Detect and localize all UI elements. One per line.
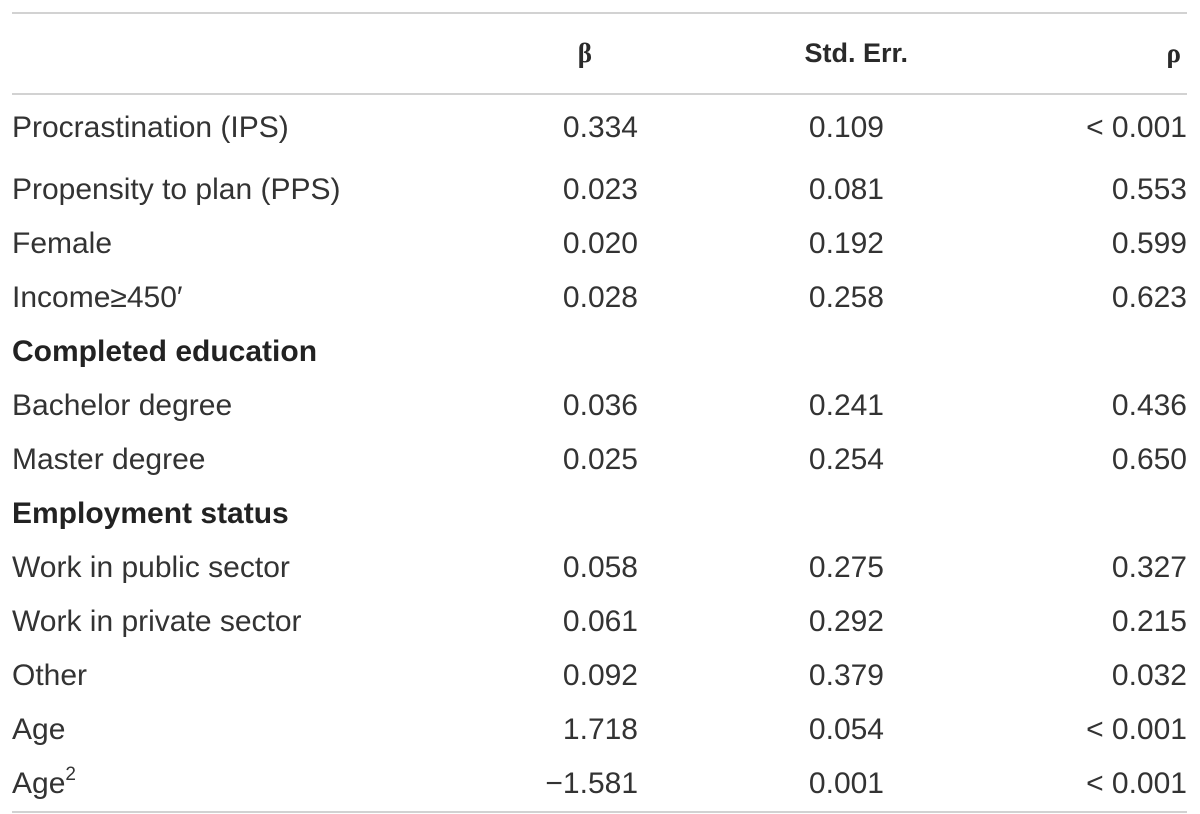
p-value: 0.436	[1111, 389, 1187, 422]
std-err-value: 0.001	[808, 767, 884, 800]
std-err-value: 0.258	[808, 281, 884, 314]
table-body: Procrastination (IPS) 0.334 0.109 < 0.00…	[12, 93, 1187, 811]
beta-value: 0.020	[562, 227, 638, 260]
table-row: Procrastination (IPS) 0.334 0.109 < 0.00…	[12, 93, 1187, 163]
p-value: 0.327	[1111, 551, 1187, 584]
header-label-column	[12, 14, 498, 93]
std-err-value: 0.379	[808, 659, 884, 692]
row-label: Female	[12, 227, 113, 260]
table-row: Work in public sector 0.058 0.275 0.327	[12, 541, 1187, 595]
table-row: Female 0.020 0.192 0.599	[12, 217, 1187, 271]
beta-value: 1.718	[562, 713, 638, 746]
p-value: 0.623	[1111, 281, 1187, 314]
std-err-value: 0.275	[808, 551, 884, 584]
beta-value: 0.334	[562, 111, 638, 144]
std-err-value: 0.109	[808, 111, 884, 144]
row-label: Work in private sector	[12, 605, 302, 638]
table-bottom-rule	[12, 811, 1187, 813]
beta-value: 0.092	[562, 659, 638, 692]
table-row: Work in private sector 0.061 0.292 0.215	[12, 595, 1187, 649]
row-label-with-superscript: Age2	[12, 757, 498, 811]
p-value: 0.650	[1111, 443, 1187, 476]
section-row-employment-status: Employment status	[12, 487, 1187, 541]
beta-value: 0.058	[562, 551, 638, 584]
p-value: 0.215	[1111, 605, 1187, 638]
row-label: Age	[12, 767, 66, 800]
row-label: Age	[12, 713, 66, 746]
table-row: Age2 −1.581 0.001 < 0.001	[12, 757, 1187, 811]
p-value: < 0.001	[1086, 713, 1187, 746]
section-heading: Employment status	[12, 497, 289, 530]
beta-value: 0.025	[562, 443, 638, 476]
section-heading: Completed education	[12, 335, 318, 368]
row-label: Other	[12, 659, 88, 692]
regression-table: β Std. Err. ρ Procrastination (IPS) 0.33…	[12, 14, 1187, 811]
row-label: Bachelor degree	[12, 389, 233, 422]
row-label: Procrastination (IPS)	[12, 111, 289, 144]
table-top-rule	[12, 12, 1187, 14]
p-value: < 0.001	[1086, 767, 1187, 800]
beta-value: 0.036	[562, 389, 638, 422]
table-header: β Std. Err. ρ	[12, 14, 1187, 93]
std-err-value: 0.241	[808, 389, 884, 422]
beta-value: −1.581	[545, 767, 638, 800]
superscript: 2	[65, 764, 76, 785]
p-value: 0.032	[1111, 659, 1187, 692]
std-err-value: 0.054	[808, 713, 884, 746]
header-p-value: ρ	[1166, 38, 1181, 68]
row-label: Income≥450′	[12, 281, 183, 314]
beta-value: 0.028	[562, 281, 638, 314]
section-row-completed-education: Completed education	[12, 325, 1187, 379]
row-label: Master degree	[12, 443, 206, 476]
table-row: Bachelor degree 0.036 0.241 0.436	[12, 379, 1187, 433]
beta-value: 0.023	[562, 173, 638, 206]
header-std-err: Std. Err.	[804, 38, 908, 68]
p-value: < 0.001	[1086, 111, 1187, 144]
table-row: Propensity to plan (PPS) 0.023 0.081 0.5…	[12, 163, 1187, 217]
p-value: 0.553	[1111, 173, 1187, 206]
table-header-rule	[12, 93, 1187, 95]
std-err-value: 0.292	[808, 605, 884, 638]
std-err-value: 0.192	[808, 227, 884, 260]
table-row: Master degree 0.025 0.254 0.650	[12, 433, 1187, 487]
header-beta: β	[577, 38, 592, 68]
table-row: Income≥450′ 0.028 0.258 0.623	[12, 271, 1187, 325]
beta-value: 0.061	[562, 605, 638, 638]
row-label: Propensity to plan (PPS)	[12, 173, 341, 206]
std-err-value: 0.254	[808, 443, 884, 476]
std-err-value: 0.081	[808, 173, 884, 206]
header-row: β Std. Err. ρ	[12, 14, 1187, 93]
p-value: 0.599	[1111, 227, 1187, 260]
row-label: Work in public sector	[12, 551, 290, 584]
table-row: Other 0.092 0.379 0.032	[12, 649, 1187, 703]
table-row: Age 1.718 0.054 < 0.001	[12, 703, 1187, 757]
